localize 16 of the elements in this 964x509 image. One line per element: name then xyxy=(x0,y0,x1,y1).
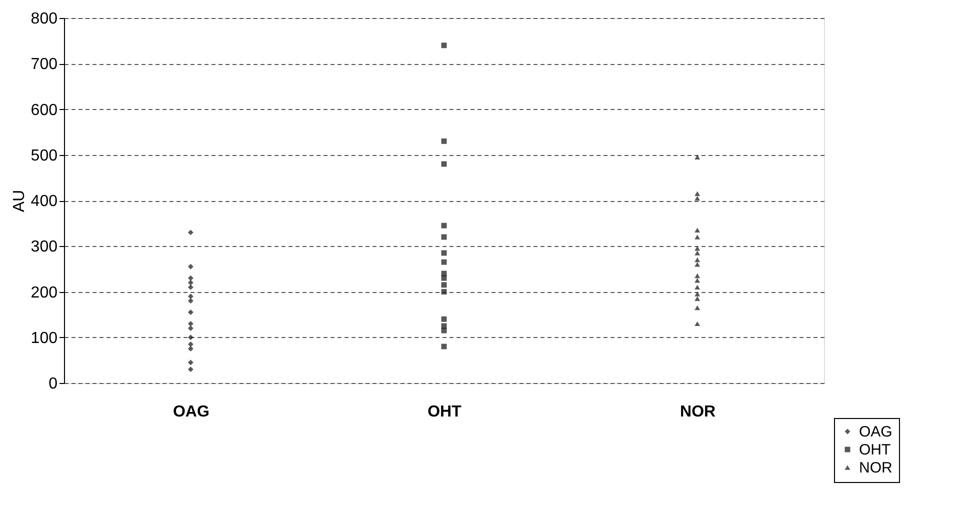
legend-label: OHT xyxy=(859,442,891,458)
x-tick-label: OAG xyxy=(172,404,210,420)
y-tick-label: 0 xyxy=(48,376,58,392)
legend-label: NOR xyxy=(859,460,892,476)
y-axis-title: AU xyxy=(10,190,28,212)
y-tick-label: 100 xyxy=(30,330,58,347)
x-tick-label: OHT xyxy=(428,404,462,420)
y-tick-label: 600 xyxy=(30,102,58,119)
y-tick-label: 800 xyxy=(30,10,58,28)
y-tick-label: 700 xyxy=(30,56,58,74)
x-tick-label: NOR xyxy=(680,404,716,420)
y-tick-label: 400 xyxy=(30,193,58,210)
y-tick-label: 300 xyxy=(30,238,58,256)
y-tick-label: 500 xyxy=(30,147,58,164)
y-tick-label: 200 xyxy=(30,284,58,302)
legend-label: OAG xyxy=(859,424,892,440)
